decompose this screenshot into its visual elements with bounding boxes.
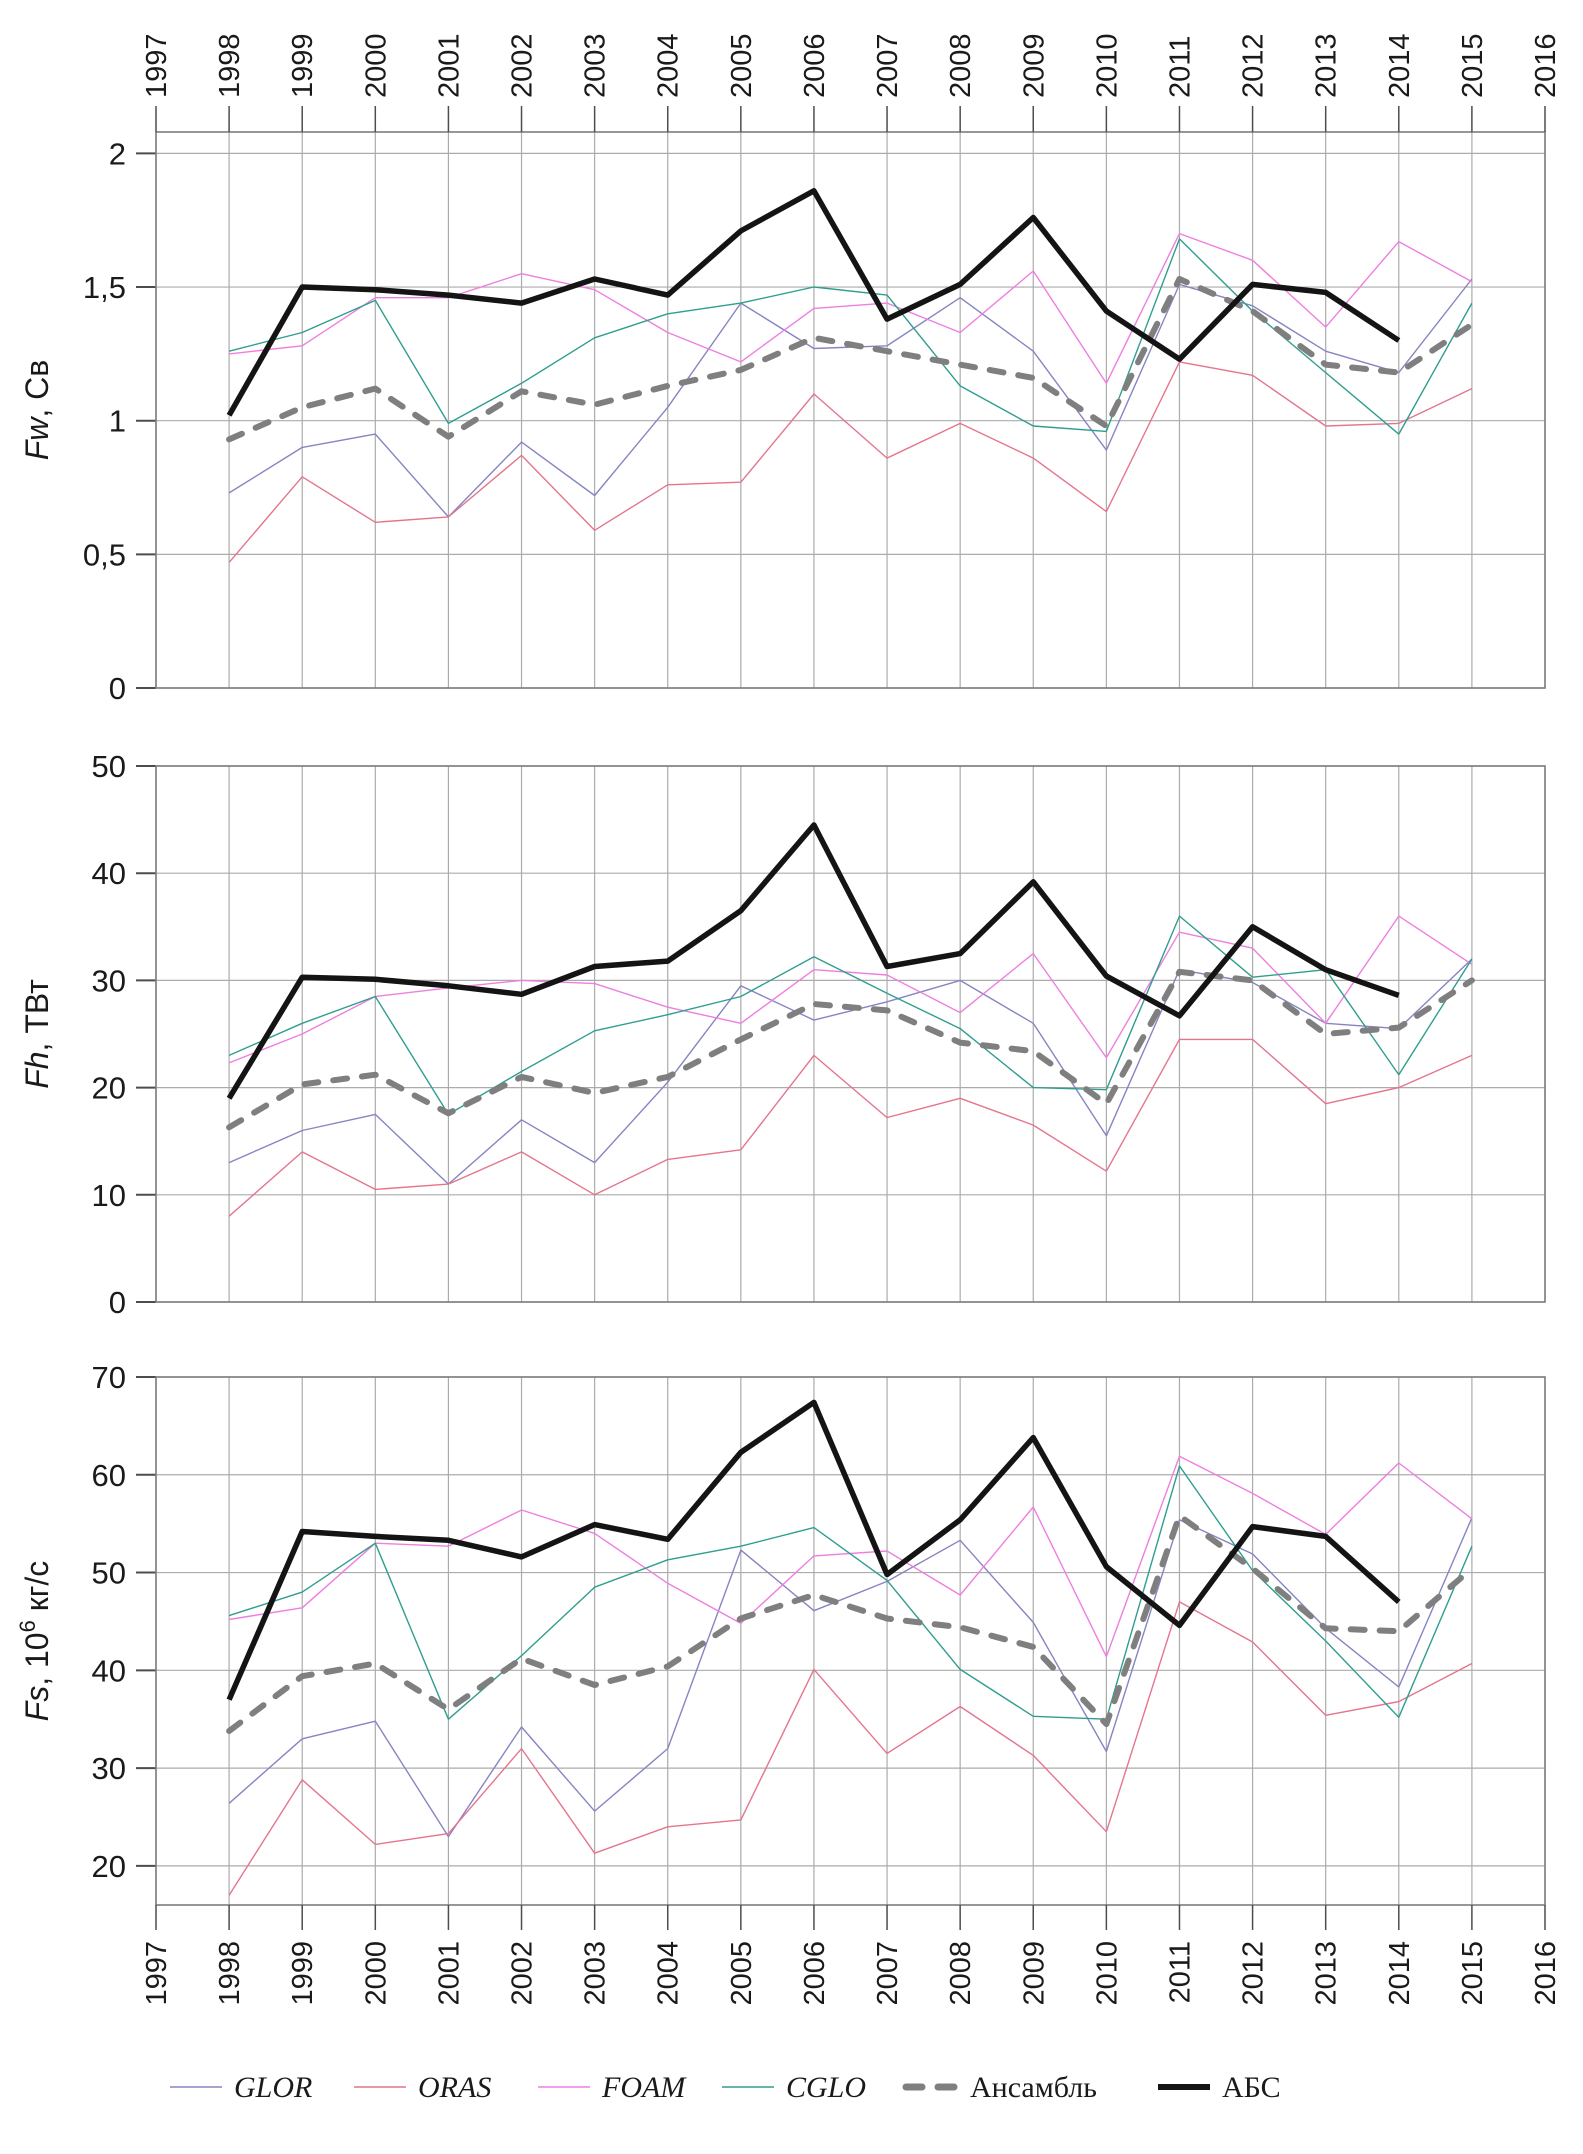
y-tick-label: 20 <box>92 1071 126 1106</box>
legend-item-Ансамбль: Ансамбль <box>902 2071 1097 2104</box>
year-label-bottom: 2009 <box>1018 1941 1050 2006</box>
year-label-top: 2008 <box>945 33 977 98</box>
year-label-top: 2016 <box>1530 33 1562 98</box>
year-label-bottom: 2001 <box>433 1941 465 2006</box>
year-label-bottom: 2013 <box>1311 1941 1343 2006</box>
series-АБС-line <box>226 188 1401 417</box>
y-tick-label: 0,5 <box>83 537 126 572</box>
year-label-top: 1998 <box>214 33 246 98</box>
year-label-top: 2000 <box>360 33 392 98</box>
legend-label-АБС: АБС <box>1222 2071 1281 2104</box>
series-CGLO-line <box>228 1465 1473 1720</box>
y-axis-title: Fw, Св <box>19 360 55 461</box>
y-tick-label: 50 <box>92 1556 126 1591</box>
bottom-chart: 20 30 40 50 60 70 1997 1998 1999 2000 2001 2002 2003… <box>15 1360 1562 2006</box>
series-Ансамбль-line <box>226 968 1475 1131</box>
series-АБС-line <box>226 822 1400 1100</box>
legend-label-CGLO: CGLO <box>786 2071 866 2104</box>
y-tick-label: 1 <box>109 404 126 439</box>
year-label-bottom: 2010 <box>1091 1941 1123 2006</box>
year-label-top: 2012 <box>1238 33 1270 98</box>
plot-frame <box>155 765 1546 1303</box>
y-tick-label: 0 <box>109 671 126 706</box>
middle-chart: 0 10 20 30 40 50 Fh, ТВт <box>19 749 1546 1320</box>
year-label-bottom: 1999 <box>287 1941 319 2006</box>
year-label-top: 2010 <box>1091 33 1123 98</box>
year-label-bottom: 2011 <box>1164 1941 1196 2003</box>
series-ORAS-line <box>228 1601 1473 1896</box>
series-Ансамбль-line <box>226 276 1475 443</box>
year-label-top: 1997 <box>141 33 173 98</box>
y-tick-label: 30 <box>92 963 126 998</box>
legend-item-ORAS: ORAS <box>354 2071 491 2104</box>
y-tick-label: 1,5 <box>83 270 126 305</box>
year-label-top: 1999 <box>287 33 319 98</box>
year-label-top: 2001 <box>433 33 465 98</box>
y-tick-label: 40 <box>92 856 126 891</box>
year-label-bottom: 1997 <box>141 1941 173 2006</box>
series-Ансамбль-line <box>226 1512 1475 1734</box>
series-GLOR-line <box>228 958 1473 1185</box>
legend-item-CGLO: CGLO <box>722 2071 866 2104</box>
plot-frame <box>155 131 1546 689</box>
legend-label-ORAS: ORAS <box>418 2071 491 2104</box>
year-label-bottom: 2004 <box>653 1941 685 2006</box>
legend-item-АБС: АБС <box>1158 2071 1281 2104</box>
y-axis-title: Fs, 106 кг/с <box>15 1561 55 1722</box>
legend-label-FOAM: FOAM <box>601 2071 687 2104</box>
y-tick-label: 30 <box>92 1751 126 1786</box>
year-label-top: 2006 <box>799 33 831 98</box>
legend-item-GLOR: GLOR <box>170 2071 312 2104</box>
series-ORAS-line <box>228 361 1473 563</box>
year-label-top: 2003 <box>580 33 612 98</box>
year-label-bottom: 2003 <box>580 1941 612 2006</box>
year-label-bottom: 2015 <box>1457 1941 1489 2006</box>
year-label-top: 2013 <box>1311 33 1343 98</box>
year-label-bottom: 1998 <box>214 1941 246 2006</box>
y-tick-label: 20 <box>92 1849 126 1884</box>
year-label-bottom: 2005 <box>726 1941 758 2006</box>
legend-item-FOAM: FOAM <box>538 2071 687 2104</box>
series-GLOR-line <box>228 1517 1473 1838</box>
y-tick-label: 10 <box>92 1178 126 1213</box>
year-label-top: 2002 <box>507 33 539 98</box>
series-АБС-line <box>226 1399 1401 1701</box>
year-label-bottom: 2012 <box>1238 1941 1270 2006</box>
year-label-top: 2009 <box>1018 33 1050 98</box>
legend-label-GLOR: GLOR <box>234 2071 312 2104</box>
y-tick-label: 60 <box>92 1458 126 1493</box>
y-tick-label: 2 <box>109 136 126 171</box>
year-label-top: 2005 <box>726 33 758 98</box>
year-label-top: 2004 <box>653 33 685 98</box>
year-label-bottom: 2000 <box>360 1941 392 2006</box>
series-CGLO-line <box>228 915 1473 1116</box>
y-axis-title: Fh, ТВт <box>19 979 55 1089</box>
legend: GLOR ORAS FOAM CGLO Ансамбль АБС <box>170 2071 1281 2104</box>
series-FOAM-line <box>228 915 1473 1064</box>
y-tick-label: 70 <box>92 1360 126 1395</box>
year-label-top: 2007 <box>872 33 904 98</box>
y-tick-label: 50 <box>92 749 126 784</box>
series-ORAS-line <box>228 1038 1473 1217</box>
y-tick-label: 40 <box>92 1653 126 1688</box>
year-label-top: 2015 <box>1457 33 1489 98</box>
y-tick-label: 0 <box>109 1285 126 1320</box>
year-label-top: 2011 <box>1164 36 1196 98</box>
year-label-bottom: 2014 <box>1384 1941 1416 2006</box>
plot-frame <box>155 1376 1546 1906</box>
year-label-bottom: 2007 <box>872 1941 904 2006</box>
legend-label-Ансамбль: Ансамбль <box>970 2071 1097 2104</box>
year-label-bottom: 2016 <box>1530 1941 1562 2006</box>
year-label-bottom: 2006 <box>799 1941 831 2006</box>
series-FOAM-line <box>229 232 1473 384</box>
year-label-top: 2014 <box>1384 33 1416 98</box>
year-label-bottom: 2008 <box>945 1941 977 2006</box>
top-chart: 0 0,5 1 1,5 2 1997 1998 1999 2000 2001 2002 2003 200… <box>19 33 1562 706</box>
year-label-bottom: 2002 <box>507 1941 539 2006</box>
